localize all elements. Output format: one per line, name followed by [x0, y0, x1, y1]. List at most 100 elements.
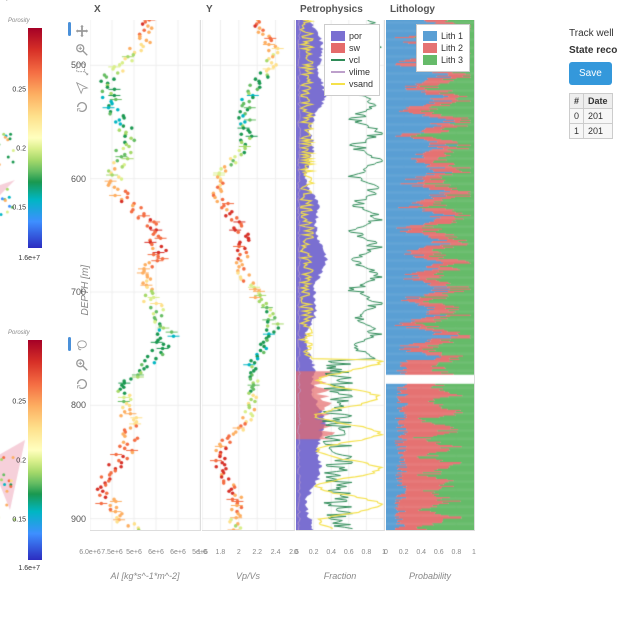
xtick: 0.4: [326, 549, 336, 556]
track-x: X 6.0e+67.5e+65e+66e+66e+65e+6 AI [kg*s^…: [90, 20, 200, 549]
legend-item[interactable]: vcl: [331, 55, 373, 65]
legend-label: vlime: [349, 67, 370, 77]
state-table: #Date 02011201: [569, 93, 613, 139]
legend-swatch: [331, 31, 345, 41]
legend-item[interactable]: Lith 2: [423, 43, 463, 53]
colorbar-1: Porosity 0.250.20.15: [28, 28, 42, 248]
legend-item[interactable]: por: [331, 31, 373, 41]
legend-item[interactable]: sw: [331, 43, 373, 53]
track-x-xlabel: AI [kg*s^-1*m^-2]: [111, 571, 180, 581]
legend-item[interactable]: vsand: [331, 79, 373, 89]
legend-petro: por sw vcl vlime vsand: [324, 24, 380, 96]
legend-swatch: [423, 31, 437, 41]
zoom-icon[interactable]: [0, 0, 10, 3]
xtick: 2.4: [271, 549, 281, 556]
table-cell: 201: [584, 124, 613, 139]
track-y: Y 1.61.822.22.42.6 Vp/Vs: [202, 20, 294, 549]
xtick: 7.5e+6: [101, 549, 123, 556]
track-y-xticks: 1.61.822.22.42.6: [202, 549, 294, 563]
legend-label: por: [349, 31, 362, 41]
xtick: 2.2: [252, 549, 262, 556]
track-lith-xticks: 0 0.2 0.4 0.6 0.8 1: [386, 549, 474, 563]
legend-swatch: [331, 71, 345, 73]
legend-label: sw: [349, 43, 360, 53]
depth-tick: 600: [71, 174, 90, 184]
xtick: 0.6: [434, 549, 444, 556]
right-panel: Track well State reco Save #Date 0201120…: [567, 0, 619, 619]
xtick: 2: [237, 549, 241, 556]
track-y-xlabel: Vp/Vs: [236, 571, 260, 581]
legend-swatch: [331, 43, 345, 53]
track-y-canvas[interactable]: [202, 20, 295, 531]
crossplot-1-xmax: 1.6e+7: [18, 255, 40, 262]
colorbar-2-gradient: [28, 340, 42, 560]
xtick: 0: [294, 549, 298, 556]
table-header: Date: [584, 94, 613, 109]
xtick: 0.4: [416, 549, 426, 556]
xtick: 1.8: [216, 549, 226, 556]
colorbar-1-label: Porosity: [8, 18, 30, 24]
colorbar-tick: 0.2: [16, 146, 26, 153]
table-header: #: [570, 94, 584, 109]
table-cell: 0: [570, 109, 584, 124]
track-petro: Petrophysics 00.20.40.60.81 Fraction por…: [296, 20, 384, 549]
legend-swatch: [331, 59, 345, 61]
xtick: 5e+6: [126, 549, 142, 556]
depth-tick: 900: [71, 514, 90, 524]
table-row[interactable]: 1201: [570, 124, 613, 139]
xtick: 0.2: [309, 549, 319, 556]
state-reco-label: State reco: [569, 45, 619, 56]
colorbar-tick: 0.25: [12, 86, 26, 93]
well-log-tracks: DEPTH [m] X 6.0e+67.5e+65e+66e+66e+65e+6…: [50, 0, 567, 619]
xtick: 6e+6: [170, 549, 186, 556]
left-panel: 1.6e+7 +7 1.6e+7 +7 Porosity 0.250.20.15…: [0, 0, 50, 619]
colorbar-tick: 0.15: [12, 205, 26, 212]
legend-swatch: [331, 83, 345, 85]
colorbar-2: Porosity 0.250.20.15: [28, 340, 42, 560]
xtick: 6e+6: [148, 549, 164, 556]
legend-item[interactable]: vlime: [331, 67, 373, 77]
table-row[interactable]: 0201: [570, 109, 613, 124]
track-x-canvas[interactable]: [90, 20, 201, 531]
track-petro-canvas[interactable]: [296, 20, 385, 531]
legend-swatch: [423, 55, 437, 65]
crossplot-2-xmax: 1.6e+7: [18, 565, 40, 572]
legend-label: Lith 1: [441, 31, 463, 41]
track-petro-xticks: 00.20.40.60.81: [296, 549, 384, 563]
table-cell: 1: [570, 124, 584, 139]
xtick: 6.0e+6: [79, 549, 101, 556]
xtick: 0.8: [452, 549, 462, 556]
track-well-label: Track well: [569, 28, 619, 39]
table-cell: 201: [584, 109, 613, 124]
save-button[interactable]: Save: [569, 62, 612, 85]
colorbar-1-gradient: [28, 28, 42, 248]
xtick: 0.6: [344, 549, 354, 556]
xtick: 0.8: [362, 549, 372, 556]
track-petro-xlabel: Fraction: [324, 571, 357, 581]
track-lith: Lithology 00.20.40.60.81 Probability Lit…: [386, 20, 474, 549]
legend-label: vsand: [349, 79, 373, 89]
track-lith-xlabel: Probability: [409, 571, 451, 581]
reset-icon[interactable]: [16, 0, 32, 3]
xtick: 1: [472, 549, 476, 556]
track-lith-canvas[interactable]: [386, 20, 475, 531]
legend-swatch: [423, 43, 437, 53]
colorbar-2-label: Porosity: [8, 330, 30, 336]
legend-label: Lith 2: [441, 43, 463, 53]
xtick: 0.2: [399, 549, 409, 556]
colorbar-tick: 0.15: [12, 517, 26, 524]
depth-tick: 500: [71, 60, 90, 70]
legend-item[interactable]: Lith 3: [423, 55, 463, 65]
legend-lith: Lith 1 Lith 2 Lith 3: [416, 24, 470, 72]
xtick: 1.6: [197, 549, 207, 556]
legend-label: vcl: [349, 55, 360, 65]
depth-tick: 800: [71, 400, 90, 410]
legend-item[interactable]: Lith 1: [423, 31, 463, 41]
colorbar-tick: 0.2: [16, 458, 26, 465]
depth-tick: 700: [71, 287, 90, 297]
toolbar-tracks: [0, 0, 557, 6]
legend-label: Lith 3: [441, 55, 463, 65]
track-x-xticks: 6.0e+67.5e+65e+66e+66e+65e+6: [90, 549, 200, 563]
xtick: 0: [384, 549, 388, 556]
colorbar-tick: 0.25: [12, 398, 26, 405]
